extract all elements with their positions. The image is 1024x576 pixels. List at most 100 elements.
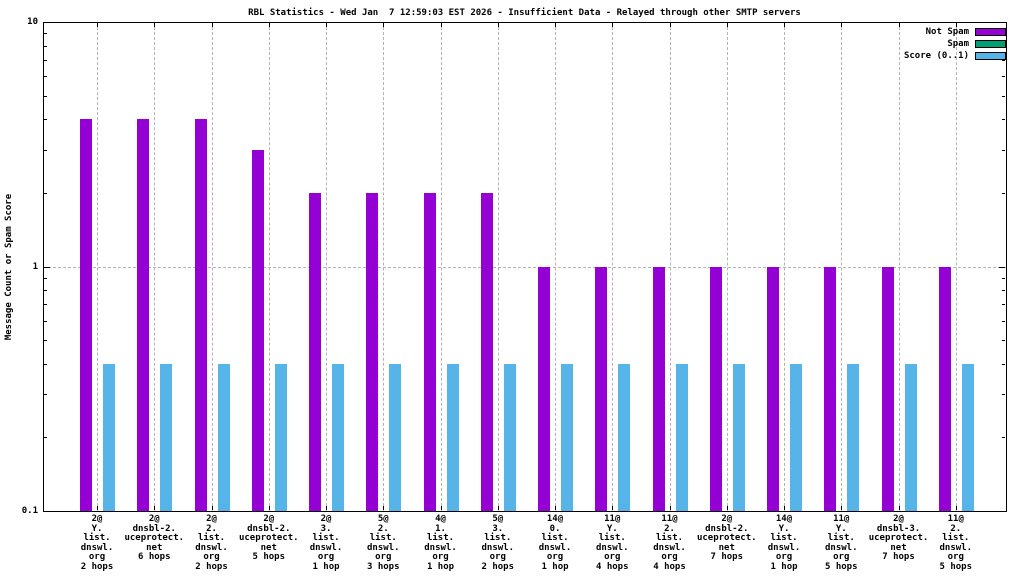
y-major-tick (44, 266, 50, 268)
y-minor-tick (44, 59, 47, 61)
y-minor-tick (44, 192, 47, 194)
y-tick-label: 10 (27, 17, 38, 27)
y-minor-tick (1002, 149, 1005, 151)
y-tick-label: 0.1 (21, 506, 38, 516)
bar-score-0-1- (675, 363, 688, 511)
bar-score-0-1- (732, 363, 745, 511)
bar-not-spam (251, 149, 264, 511)
y-minor-tick (44, 119, 47, 121)
y-minor-tick (1002, 304, 1005, 306)
x-tick-bottom (326, 506, 327, 510)
bar-score-0-1- (904, 363, 917, 511)
bar-score-0-1- (332, 363, 344, 511)
x-tick-top (440, 23, 442, 27)
y-minor-tick (1002, 76, 1005, 78)
x-tick-top (326, 23, 327, 27)
bar-not-spam (137, 119, 150, 511)
y-minor-tick (1002, 95, 1005, 97)
x-tick-bottom (955, 506, 957, 510)
legend-row: Score (0..1) (904, 51, 1006, 61)
y-minor-tick (1002, 394, 1005, 396)
y-minor-tick (1002, 290, 1005, 292)
x-category-label: 2@ dnsbl-2. uceprotect. net 5 hops (238, 514, 299, 563)
y-minor-tick (44, 45, 47, 47)
y-minor-tick (44, 363, 47, 365)
x-category-label: 2@ Y. list. dnswl. org 2 hops (80, 514, 114, 572)
x-tick-top (898, 23, 900, 27)
y-minor-tick (44, 304, 47, 306)
x-tick-bottom (97, 506, 98, 510)
x-tick-bottom (726, 506, 728, 510)
bar-score-0-1- (961, 363, 974, 511)
x-tick-top (784, 23, 785, 27)
bar-not-spam (938, 266, 951, 511)
y-minor-tick (44, 95, 47, 97)
x-category-label: 14@ 0. list. dnswl. org 1 hop (538, 514, 572, 572)
x-tick-bottom (898, 506, 900, 510)
x-tick-bottom (555, 506, 556, 510)
bar-not-spam (538, 266, 550, 511)
x-tick-bottom (383, 506, 385, 510)
x-tick-top (726, 23, 728, 27)
x-tick-top (841, 23, 843, 27)
y-minor-tick (44, 149, 47, 151)
bar-score-0-1- (217, 363, 230, 511)
x-tick-bottom (841, 506, 843, 510)
bar-not-spam (423, 192, 436, 511)
x-category-label: 5@ 2. list. dnswl. org 3 hops (366, 514, 400, 572)
x-tick-bottom (154, 506, 156, 510)
x-category-label: 4@ 1. list. dnswl. org 1 hop (424, 514, 457, 572)
bar-not-spam (881, 266, 894, 511)
legend-row: Not Spam (926, 27, 1006, 37)
legend-label: Score (0..1) (903, 51, 969, 61)
y-major-tick (999, 22, 1005, 23)
x-category-label: 11@ Y. list. dnswl. org 4 hops (595, 514, 629, 572)
y-minor-tick (44, 277, 47, 279)
x-tick-top (268, 23, 270, 27)
x-tick-top (497, 23, 499, 27)
x-tick-top (97, 23, 98, 27)
x-tick-top (955, 23, 957, 27)
bar-not-spam (480, 192, 493, 511)
x-tick-bottom (497, 506, 499, 510)
legend: Not Spam Spam Score (0..1) (904, 27, 1006, 61)
x-category-label: 11@ Y. list. dnswl. org 5 hops (824, 514, 858, 572)
y-minor-tick (1002, 363, 1005, 365)
chart-title: RBL Statistics - Wed Jan 7 12:59:03 EST … (248, 8, 801, 18)
y-minor-tick (44, 320, 47, 322)
y-minor-tick (44, 394, 47, 396)
x-tick-bottom (669, 506, 671, 510)
bar-score-0-1- (790, 363, 802, 511)
x-tick-top (154, 23, 156, 27)
bar-not-spam (767, 266, 779, 511)
legend-label: Not Spam (925, 27, 969, 37)
x-category-label: 2@ dnsbl-2. uceprotect. net 6 hops (124, 514, 185, 563)
bar-not-spam (595, 266, 608, 511)
y-minor-tick (1002, 59, 1005, 61)
bar-not-spam (709, 266, 722, 511)
y-major-tick (999, 266, 1005, 268)
bar-not-spam (652, 266, 665, 511)
legend-swatch (975, 28, 1006, 36)
x-category-label: 2@ dnsbl-2. uceprotect. net 7 hops (696, 514, 757, 563)
x-tick-bottom (784, 506, 785, 510)
bar-score-0-1- (389, 363, 402, 511)
y-minor-tick (44, 76, 47, 78)
x-category-label: 11@ 2. list. dnswl. org 5 hops (939, 514, 973, 572)
y-major-tick (44, 22, 50, 23)
bar-score-0-1- (160, 363, 173, 511)
x-category-label: 2@ 2. list. dnswl. org 2 hops (195, 514, 228, 572)
y-minor-tick (1002, 340, 1005, 342)
bar-not-spam (194, 119, 207, 511)
x-tick-bottom (211, 506, 213, 510)
y-minor-tick (44, 290, 47, 292)
bar-not-spam (309, 192, 321, 511)
bar-score-0-1- (618, 363, 631, 511)
x-tick-top (669, 23, 671, 27)
y-minor-tick (1002, 277, 1005, 279)
legend-row: Spam (947, 39, 1006, 49)
legend-swatch (975, 52, 1006, 60)
x-tick-bottom (440, 506, 442, 510)
bar-score-0-1- (503, 363, 516, 511)
